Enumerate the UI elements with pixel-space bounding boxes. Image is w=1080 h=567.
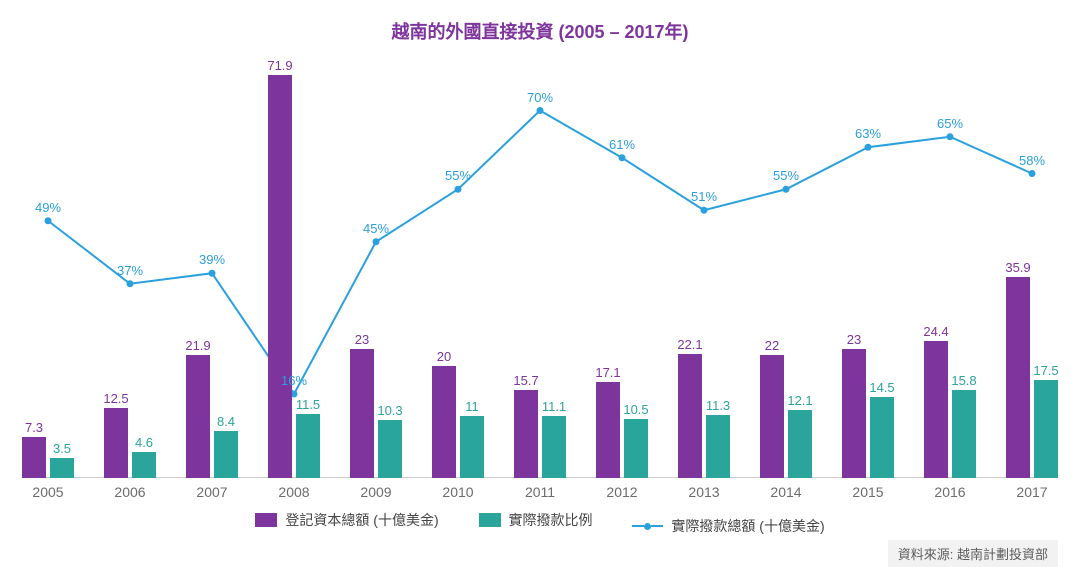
x-tick: 2017 [1016,484,1047,500]
bar-label-disbursed: 11.3 [706,398,730,413]
source-text: 資料來源: 越南計劃投資部 [888,540,1058,567]
x-tick: 2014 [770,484,801,500]
x-tick: 2007 [196,484,227,500]
bar-registered [1006,277,1030,478]
legend-swatch-disbursed [479,513,501,527]
legend-label-disbursed: 實際撥款比例 [509,510,593,530]
bar-label-registered: 23 [355,332,369,347]
legend-label-registered: 登記資本總額 (十億美金) [285,510,438,530]
x-tick: 2006 [114,484,145,500]
bar-label-registered: 22.1 [677,337,702,352]
bar-label-registered: 22 [765,338,779,353]
bar-registered [350,349,374,478]
bar-registered [432,366,456,478]
plot-area: 7.33.5200549%12.54.6200637%21.98.4200739… [40,58,1040,478]
bar-label-disbursed: 3.5 [53,441,71,456]
bar-registered [104,408,128,478]
line-point-label: 58% [1019,153,1045,168]
bar-disbursed [132,452,156,478]
bar-registered [22,437,46,478]
bar-label-registered: 35.9 [1005,260,1030,275]
bar-label-registered: 17.1 [595,365,620,380]
line-point-label: 39% [199,252,225,267]
bar-disbursed [378,420,402,478]
x-tick: 2013 [688,484,719,500]
bar-disbursed [296,414,320,478]
bar-label-disbursed: 4.6 [135,435,153,450]
fdi-chart: 越南的外國直接投資 (2005 – 2017年) 7.3 3.5 2005 49% 12… [0,0,1080,565]
legend-item-disbursed: 實際撥款比例 [479,510,593,530]
bar-registered [842,349,866,478]
bar-label-disbursed: 15.8 [951,373,976,388]
legend-item-ratio: 實際撥款總額 (十億美金) [632,516,824,536]
bar-disbursed [1034,380,1058,478]
legend: 登記資本總額 (十億美金) 實際撥款比例 實際撥款總額 (十億美金) [0,510,1080,536]
legend-item-registered: 登記資本總額 (十億美金) [255,510,438,530]
x-tick: 2016 [934,484,965,500]
bar-registered [596,382,620,478]
line-point-label: 61% [609,137,635,152]
line-point-label: 37% [117,263,143,278]
bar-label-registered: 71.9 [267,58,292,73]
x-tick: 2010 [442,484,473,500]
bar-registered [514,390,538,478]
bar-disbursed [788,410,812,478]
bar-registered [268,75,292,478]
bar-label-disbursed: 10.5 [623,402,648,417]
bar-disbursed [952,390,976,478]
legend-swatch-ratio [632,523,663,530]
bar-disbursed [460,416,484,478]
x-tick: 2008 [278,484,309,500]
bar-label-disbursed: 17.5 [1033,363,1058,378]
bar-disbursed [214,431,238,478]
bar-registered [186,355,210,478]
bar-registered [760,355,784,478]
line-point-label: 16% [281,373,307,388]
bar-label-registered: 23 [847,332,861,347]
legend-label-ratio: 實際撥款總額 (十億美金) [671,516,824,536]
bar-registered [678,354,702,478]
chart-title: 越南的外國直接投資 (2005 – 2017年) [0,18,1080,44]
line-point-label: 55% [445,168,471,183]
bar-label-registered: 7.3 [25,420,43,435]
bar-label-disbursed: 12.1 [787,393,812,408]
x-tick: 2009 [360,484,391,500]
line-point-label: 65% [937,116,963,131]
x-tick: 2005 [32,484,63,500]
bar-disbursed [542,416,566,478]
bar-label-registered: 21.9 [185,338,210,353]
bar-disbursed [706,415,730,478]
bar-label-registered: 20 [437,349,451,364]
bar-registered [924,341,948,478]
bar-label-disbursed: 8.4 [217,414,235,429]
x-tick: 2012 [606,484,637,500]
bar-label-registered: 15.7 [513,373,538,388]
x-tick: 2011 [525,484,555,500]
line-point-label: 63% [855,126,881,141]
bar-disbursed [624,419,648,478]
bar-label-disbursed: 11.5 [296,397,320,412]
bar-disbursed [870,397,894,478]
line-point-label: 51% [691,189,717,204]
line-point-label: 45% [363,221,389,236]
line-point-label: 70% [527,90,553,105]
bar-label-disbursed: 11 [465,399,479,414]
bar-label-registered: 12.5 [103,391,128,406]
bar-label-disbursed: 11.1 [542,399,566,414]
bar-disbursed [50,458,74,478]
line-point-label: 55% [773,168,799,183]
legend-swatch-registered [255,513,277,527]
bar-label-registered: 24.4 [923,324,948,339]
bar-label-disbursed: 10.3 [377,403,402,418]
bar-label-disbursed: 14.5 [869,380,894,395]
x-tick: 2015 [852,484,883,500]
line-point-label: 49% [35,200,61,215]
